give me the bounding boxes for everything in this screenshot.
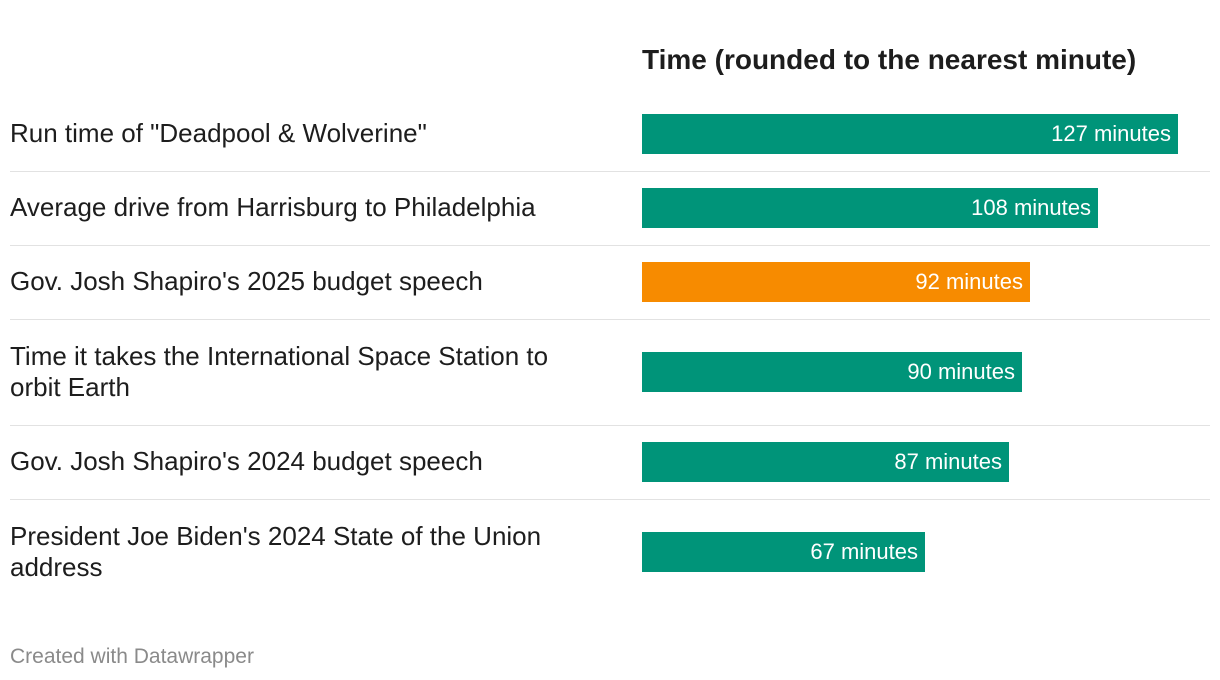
bar-value-label: 127 minutes	[1051, 121, 1171, 146]
row-divider	[10, 425, 1210, 426]
bar-category-label: Gov. Josh Shapiro's 2024 budget speech	[10, 446, 483, 476]
bar-category-label: President Joe Biden's 2024 State of the …	[10, 521, 542, 582]
row-divider	[10, 171, 1210, 172]
bar-highlighted: 92 minutes	[642, 262, 1030, 302]
bar-value-label: 92 minutes	[915, 269, 1023, 294]
bar-value-label: 90 minutes	[907, 359, 1015, 384]
bar-category-label: Run time of "Deadpool & Wolverine"	[10, 118, 427, 148]
row-divider	[10, 499, 1210, 500]
footer-credit[interactable]: Created with Datawrapper	[10, 645, 254, 668]
bar-category-label: Gov. Josh Shapiro's 2025 budget speech	[10, 266, 483, 296]
bar-value-label: 87 minutes	[894, 449, 1002, 474]
bar-value-label: 108 minutes	[971, 195, 1091, 220]
row-divider	[10, 319, 1210, 320]
bar-value-label: 67 minutes	[810, 539, 918, 564]
bar: 127 minutes	[642, 114, 1178, 154]
bar-category-label: Average drive from Harrisburg to Philade…	[10, 192, 536, 222]
row-divider	[10, 245, 1210, 246]
bar: 67 minutes	[642, 532, 925, 572]
bar-category-label: Time it takes the International Space St…	[10, 341, 549, 402]
bar: 87 minutes	[642, 442, 1009, 482]
bar: 108 minutes	[642, 188, 1098, 228]
chart-title: Time (rounded to the nearest minute)	[642, 44, 1137, 75]
bar: 90 minutes	[642, 352, 1022, 392]
